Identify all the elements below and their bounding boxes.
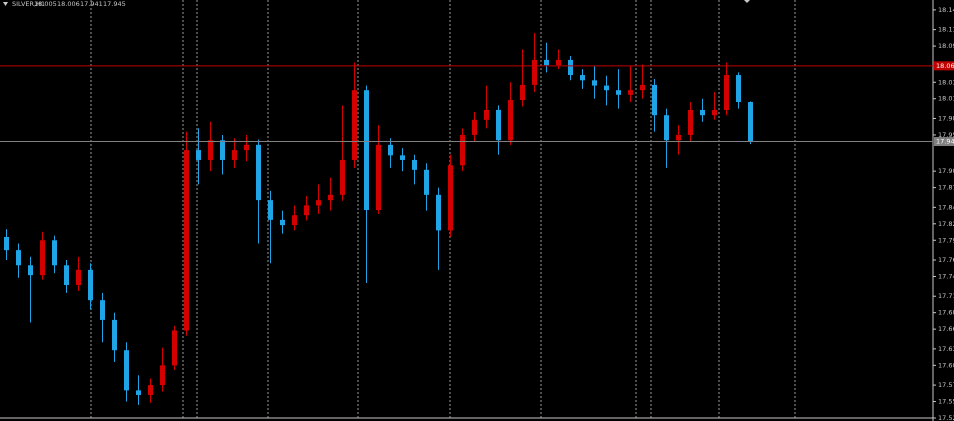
- symbol-title: SILVER,H1: [12, 0, 45, 8]
- candle-body: [364, 90, 369, 210]
- candle-body: [376, 144, 381, 210]
- candle-body: [544, 59, 549, 66]
- menu-triangle[interactable]: [3, 2, 8, 6]
- candle-body: [520, 84, 525, 101]
- candle-body: [484, 109, 489, 120]
- candle-body: [616, 90, 621, 95]
- candle-body: [508, 100, 513, 141]
- candle-body: [208, 140, 213, 160]
- y-tick-label: 17.525: [938, 414, 954, 421]
- candle-body: [100, 300, 105, 320]
- candle-body: [304, 205, 309, 216]
- candle-body: [112, 319, 117, 351]
- y-tick-label: 17.575: [938, 381, 954, 389]
- y-tick-label: 17.710: [938, 292, 954, 300]
- ohlc-close: 17.945: [103, 0, 126, 8]
- candle-body: [40, 240, 45, 276]
- y-tick-label: 17.605: [938, 361, 954, 369]
- y-tick-label: 17.550: [938, 398, 954, 406]
- y-tick-label: 17.685: [938, 309, 954, 317]
- candle-body: [688, 109, 693, 135]
- candle-body: [640, 84, 645, 91]
- price-label: 17.945: [936, 138, 954, 146]
- y-tick-label: 18.035: [938, 78, 954, 86]
- candle-body: [700, 109, 705, 116]
- candle-body: [28, 265, 33, 276]
- y-tick-label: 18.010: [938, 95, 954, 103]
- y-tick-label: 18.090: [938, 42, 954, 50]
- candle-body: [148, 385, 153, 395]
- candle-body: [676, 134, 681, 141]
- candle-body: [628, 90, 633, 95]
- candle-body: [172, 330, 177, 366]
- candle-body: [472, 119, 477, 135]
- candle-body: [556, 59, 561, 66]
- y-tick-label: 17.980: [938, 114, 954, 122]
- y-tick-label: 17.820: [938, 220, 954, 228]
- candle-body: [316, 200, 321, 206]
- ohlc-open: 18.005: [34, 0, 57, 8]
- candle-body: [496, 109, 501, 141]
- candle-body: [736, 75, 741, 103]
- y-tick-label: 17.740: [938, 272, 954, 280]
- candle-body: [424, 169, 429, 195]
- candle-body: [592, 80, 597, 86]
- candle-body: [580, 75, 585, 81]
- candle-body: [352, 90, 357, 160]
- y-tick-label: 17.875: [938, 184, 954, 192]
- candle-body: [184, 150, 189, 331]
- price-label-box: [934, 61, 954, 71]
- candle-body: [340, 159, 345, 195]
- candle-body: [652, 84, 657, 116]
- y-tick-label: 17.765: [938, 256, 954, 264]
- candle-body: [292, 215, 297, 226]
- candle-body: [748, 102, 753, 142]
- shift-marker: [744, 0, 750, 3]
- candle-body: [16, 250, 21, 266]
- candle-body: [604, 85, 609, 91]
- candle-body: [532, 59, 537, 85]
- candle-body: [4, 236, 9, 251]
- candle-body: [244, 144, 249, 151]
- candle-body: [328, 194, 333, 201]
- candle-body: [724, 75, 729, 110]
- candle-body: [160, 365, 165, 386]
- candle-body: [136, 390, 141, 395]
- y-tick-label: 18.145: [938, 6, 954, 14]
- candle-body: [268, 200, 273, 220]
- candle-body: [88, 269, 93, 301]
- y-tick-label: 18.115: [938, 26, 954, 34]
- y-tick-label: 17.630: [938, 345, 954, 353]
- candle-body: [232, 150, 237, 160]
- price-label-box: [934, 137, 954, 147]
- candle-body: [412, 159, 417, 170]
- candle-body: [448, 165, 453, 231]
- candle-body: [664, 115, 669, 141]
- candle-body: [280, 219, 285, 226]
- candle-body: [388, 144, 393, 156]
- candle-body: [568, 59, 573, 76]
- y-tick-label: 17.845: [938, 203, 954, 211]
- candle-body: [52, 240, 57, 266]
- candle-body: [64, 265, 69, 286]
- ohlc-high: 18.006: [57, 0, 80, 8]
- y-tick-label: 17.955: [938, 131, 954, 139]
- candle-body: [76, 269, 81, 286]
- candle-body: [460, 134, 465, 166]
- price-label: 18.060: [936, 62, 954, 70]
- candle-body: [124, 350, 129, 391]
- candle-body: [712, 109, 717, 116]
- candle-body: [196, 150, 201, 160]
- y-tick-label: 17.660: [938, 325, 954, 333]
- candle-body: [436, 194, 441, 231]
- candle-body: [220, 140, 225, 160]
- ohlc-low: 17.941: [80, 0, 103, 8]
- candle-body: [400, 155, 405, 160]
- y-tick-label: 17.795: [938, 236, 954, 244]
- candle-body: [256, 144, 261, 201]
- y-tick-label: 17.900: [938, 167, 954, 175]
